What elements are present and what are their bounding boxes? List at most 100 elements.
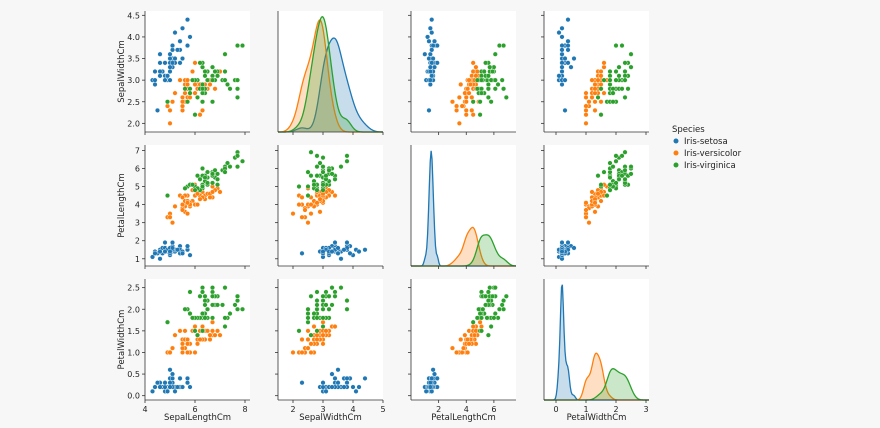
scatter-point-Iris-versicolor xyxy=(207,81,213,87)
scatter-point-Iris-virginica xyxy=(314,164,320,170)
scatter-point-Iris-virginica xyxy=(199,64,205,70)
scatter-point-Iris-setosa xyxy=(184,243,190,249)
scatter-point-Iris-virginica xyxy=(204,169,210,175)
scatter-point-Iris-setosa xyxy=(434,384,440,390)
scatter-point-Iris-setosa xyxy=(157,73,163,79)
scatter-point-Iris-setosa xyxy=(565,60,571,66)
scatter-point-Iris-virginica xyxy=(199,289,205,295)
scatter-point-Iris-virginica xyxy=(323,302,329,308)
y-tick-label: 2.0 xyxy=(127,305,140,314)
scatter-point-Iris-setosa xyxy=(344,380,350,386)
y-tick-label: 4 xyxy=(135,201,140,210)
scatter-point-Iris-versicolor xyxy=(167,107,173,113)
scatter-point-Iris-versicolor xyxy=(184,349,190,355)
scatter-point-Iris-setosa xyxy=(152,68,158,74)
panel-PetalLengthCm-vs-SepalLengthCm: 1 2 3 4 5 6 7 xyxy=(135,145,250,269)
scatter-point-Iris-virginica xyxy=(209,315,215,321)
y-axis-label: SepalWidthCm xyxy=(117,40,127,103)
scatter-point-Iris-versicolor xyxy=(601,60,607,66)
scatter-point-Iris-versicolor xyxy=(302,207,308,213)
scatter-point-Iris-versicolor xyxy=(463,94,469,100)
x-axis-label: SepalWidthCm xyxy=(299,413,362,423)
panel-PetalLengthCm-vs-SepalWidthCm xyxy=(275,145,384,269)
scatter-point-Iris-virginica xyxy=(492,51,498,57)
scatter-point-Iris-setosa xyxy=(430,43,436,49)
scatter-point-Iris-setosa xyxy=(332,375,338,381)
scatter-point-Iris-virginica xyxy=(202,302,208,308)
scatter-point-Iris-virginica xyxy=(607,182,613,188)
y-tick-label: 4.5 xyxy=(127,11,140,20)
scatter-point-Iris-versicolor xyxy=(296,202,302,208)
scatter-point-Iris-versicolor xyxy=(598,73,604,79)
y-tick-label: 5 xyxy=(135,183,140,192)
scatter-point-Iris-virginica xyxy=(239,158,245,164)
scatter-point-Iris-virginica xyxy=(332,289,338,295)
scatter-point-Iris-versicolor xyxy=(194,191,200,197)
x-tick-label: 2 xyxy=(613,405,618,414)
scatter-point-Iris-virginica xyxy=(492,285,498,291)
scatter-point-Iris-versicolor xyxy=(456,94,462,100)
scatter-point-Iris-virginica xyxy=(487,285,493,291)
legend-entry-Iris-virginica: Iris-virginica xyxy=(684,161,736,171)
scatter-point-Iris-virginica xyxy=(613,180,619,186)
scatter-point-Iris-versicolor xyxy=(470,68,476,74)
scatter-point-Iris-versicolor xyxy=(478,324,484,330)
scatter-point-Iris-virginica xyxy=(601,169,607,175)
scatter-point-Iris-virginica xyxy=(491,315,497,321)
scatter-point-Iris-versicolor xyxy=(217,332,223,338)
scatter-point-Iris-setosa xyxy=(179,25,185,31)
y-tick-label: 1.0 xyxy=(127,348,140,357)
scatter-point-Iris-versicolor xyxy=(473,64,479,70)
scatter-point-Iris-versicolor xyxy=(179,99,185,105)
scatter-point-Iris-virginica xyxy=(344,298,350,304)
scatter-point-Iris-setosa xyxy=(149,388,155,394)
scatter-point-Iris-virginica xyxy=(222,324,228,330)
scatter-point-Iris-setosa xyxy=(169,47,175,53)
scatter-point-Iris-setosa xyxy=(187,384,193,390)
scatter-point-Iris-virginica xyxy=(202,315,208,321)
scatter-point-Iris-virginica xyxy=(311,182,317,188)
scatter-point-Iris-virginica xyxy=(607,68,613,74)
scatter-point-Iris-virginica xyxy=(332,293,338,299)
scatter-point-Iris-versicolor xyxy=(179,194,185,200)
scatter-point-Iris-virginica xyxy=(616,176,622,182)
scatter-point-Iris-versicolor xyxy=(187,94,193,100)
scatter-point-Iris-setosa xyxy=(167,51,173,57)
scatter-point-Iris-versicolor xyxy=(197,196,203,202)
scatter-point-Iris-virginica xyxy=(476,306,482,312)
scatter-point-Iris-virginica xyxy=(323,173,329,179)
scatter-point-Iris-virginica xyxy=(305,315,311,321)
panel-SepalWidthCm-vs-PetalLengthCm xyxy=(408,11,516,135)
scatter-point-Iris-virginica xyxy=(320,187,326,193)
scatter-point-Iris-setosa xyxy=(320,384,326,390)
x-tick-label: 4 xyxy=(464,405,469,414)
scatter-point-Iris-virginica xyxy=(308,293,314,299)
scatter-point-Iris-versicolor xyxy=(194,202,200,208)
scatter-point-Iris-virginica xyxy=(595,94,601,100)
scatter-point-Iris-virginica xyxy=(234,298,240,304)
scatter-point-Iris-setosa xyxy=(427,77,433,83)
scatter-point-Iris-virginica xyxy=(320,155,326,161)
scatter-point-Iris-versicolor xyxy=(465,86,471,92)
scatter-point-Iris-virginica xyxy=(239,43,245,49)
scatter-point-Iris-virginica xyxy=(305,193,311,199)
panel-PetalLengthCm-vs-PetalWidthCm xyxy=(541,145,649,269)
scatter-point-Iris-virginica xyxy=(214,73,220,79)
scatter-point-Iris-virginica xyxy=(209,289,215,295)
scatter-point-Iris-virginica xyxy=(338,164,344,170)
scatter-point-Iris-virginica xyxy=(187,289,193,295)
scatter-point-Iris-virginica xyxy=(222,315,228,321)
scatter-point-Iris-versicolor xyxy=(172,203,178,209)
scatter-point-Iris-setosa xyxy=(341,384,347,390)
x-tick-label: 6 xyxy=(192,405,197,414)
scatter-point-Iris-setosa xyxy=(427,51,433,57)
scatter-point-Iris-virginica xyxy=(187,90,193,96)
scatter-point-Iris-setosa xyxy=(167,367,173,373)
scatter-point-Iris-versicolor xyxy=(595,77,601,83)
scatter-point-Iris-virginica xyxy=(209,64,215,70)
scatter-point-Iris-virginica xyxy=(477,311,483,317)
scatter-point-Iris-virginica xyxy=(209,285,215,291)
scatter-point-Iris-versicolor xyxy=(454,107,460,113)
scatter-point-Iris-virginica xyxy=(492,311,498,317)
scatter-point-Iris-virginica xyxy=(483,302,489,308)
